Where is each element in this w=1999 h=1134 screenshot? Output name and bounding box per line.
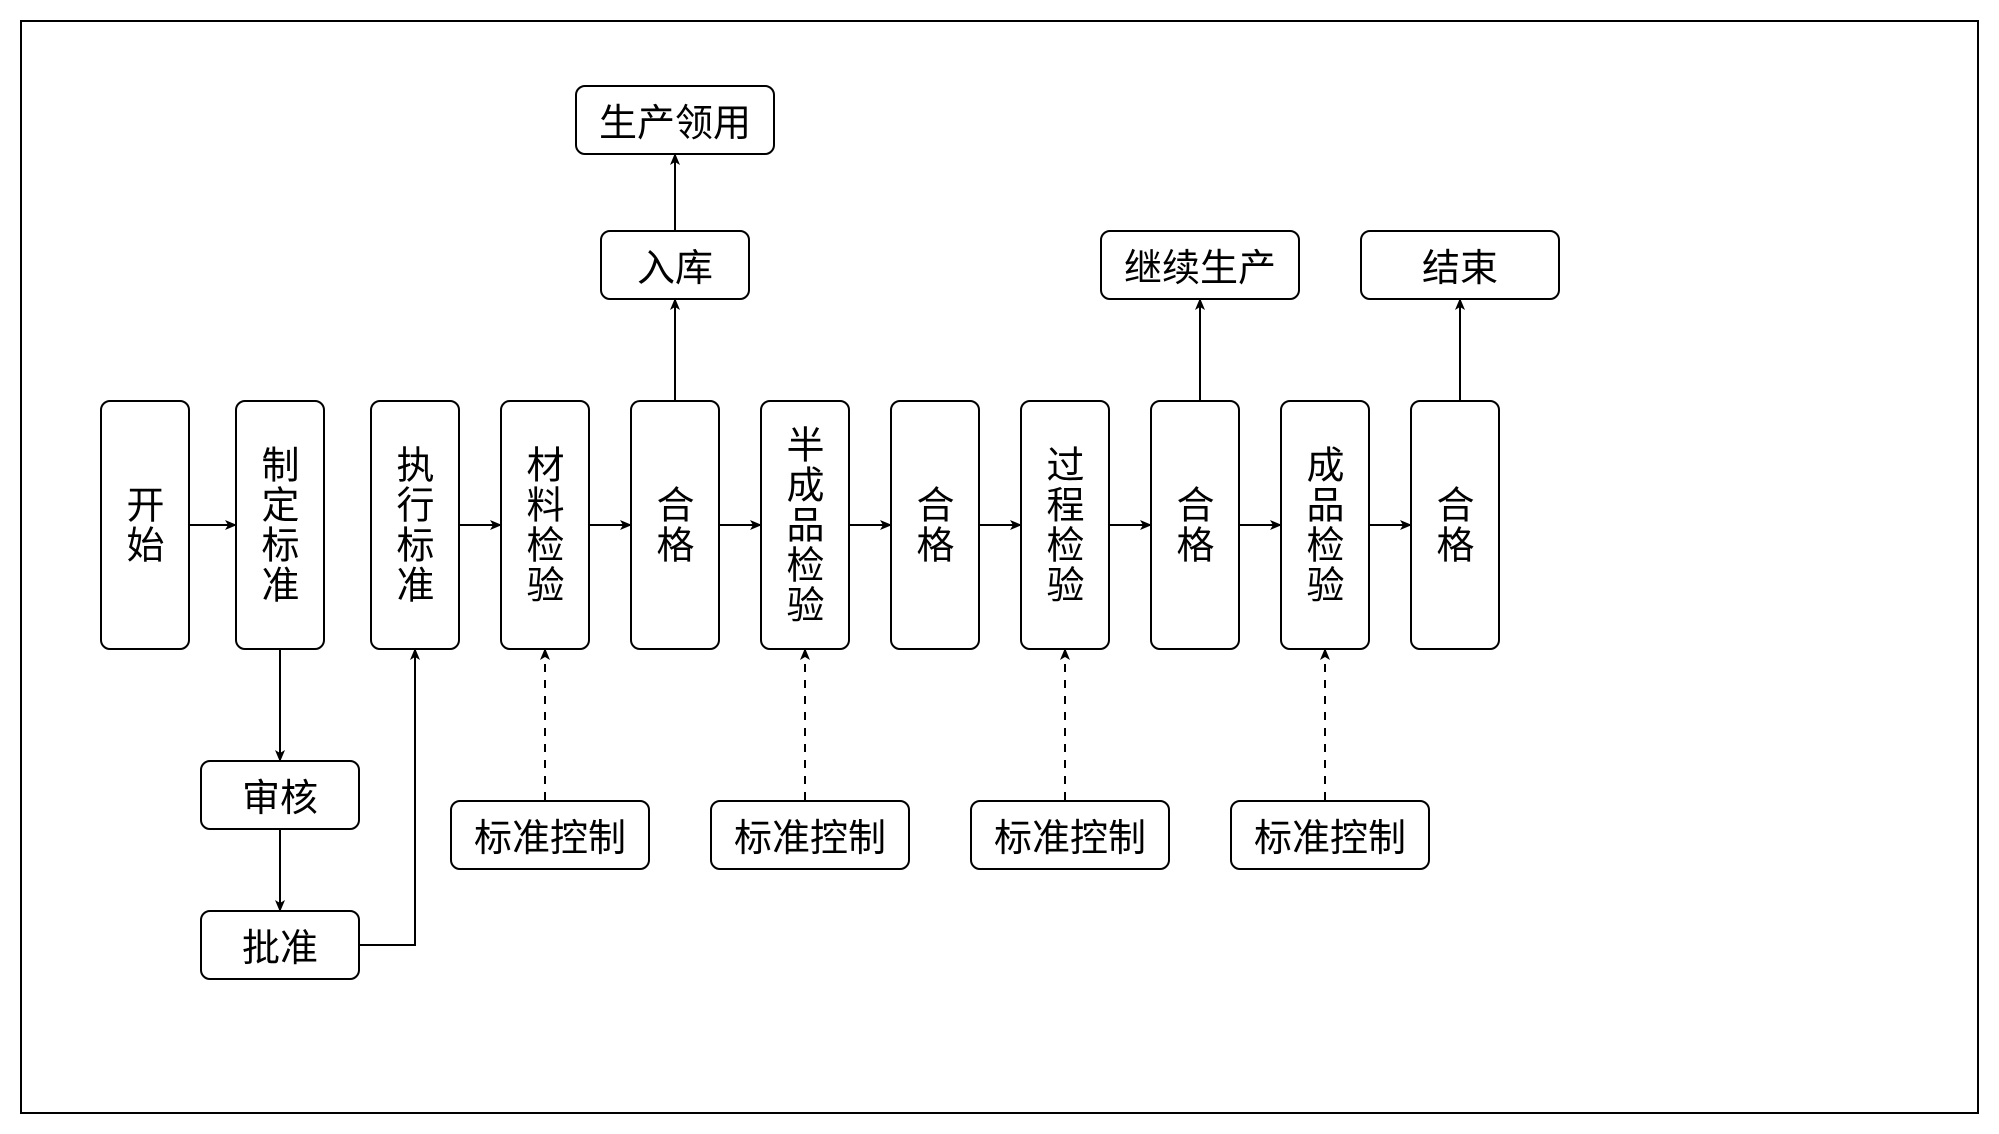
node-pass3: 合格: [1150, 400, 1240, 650]
node-label-std_ctrl2: 标准控制: [734, 815, 886, 855]
node-final_insp: 成品检验: [1280, 400, 1370, 650]
node-label-pass1: 合格: [655, 485, 695, 565]
node-std_ctrl4: 标准控制: [1230, 800, 1430, 870]
node-label-prod_use: 生产领用: [599, 100, 751, 140]
node-end: 结束: [1360, 230, 1560, 300]
node-pass2: 合格: [890, 400, 980, 650]
node-label-start: 开始: [125, 485, 165, 565]
node-label-review: 审核: [242, 775, 318, 815]
node-label-in_stock: 入库: [637, 245, 713, 285]
node-label-proc_insp: 过程检验: [1045, 445, 1085, 605]
node-label-cont_prod: 继续生产: [1124, 245, 1276, 285]
node-std_ctrl2: 标准控制: [710, 800, 910, 870]
node-in_stock: 入库: [600, 230, 750, 300]
node-exec_std: 执行标准: [370, 400, 460, 650]
node-label-end: 结束: [1422, 245, 1498, 285]
node-semi_insp: 半成品检验: [760, 400, 850, 650]
node-label-std_ctrl1: 标准控制: [474, 815, 626, 855]
node-review: 审核: [200, 760, 360, 830]
node-std_ctrl3: 标准控制: [970, 800, 1170, 870]
node-pass4: 合格: [1410, 400, 1500, 650]
node-set_std: 制定标准: [235, 400, 325, 650]
node-label-approve: 批准: [242, 925, 318, 965]
node-label-pass4: 合格: [1435, 485, 1475, 565]
node-std_ctrl1: 标准控制: [450, 800, 650, 870]
node-label-pass2: 合格: [915, 485, 955, 565]
node-mat_insp: 材料检验: [500, 400, 590, 650]
node-label-final_insp: 成品检验: [1305, 445, 1345, 605]
node-label-pass3: 合格: [1175, 485, 1215, 565]
node-label-mat_insp: 材料检验: [525, 445, 565, 605]
node-prod_use: 生产领用: [575, 85, 775, 155]
node-cont_prod: 继续生产: [1100, 230, 1300, 300]
node-start: 开始: [100, 400, 190, 650]
node-label-semi_insp: 半成品检验: [785, 425, 825, 625]
node-label-set_std: 制定标准: [260, 445, 300, 605]
node-proc_insp: 过程检验: [1020, 400, 1110, 650]
node-approve: 批准: [200, 910, 360, 980]
node-label-std_ctrl3: 标准控制: [994, 815, 1146, 855]
node-pass1: 合格: [630, 400, 720, 650]
node-label-exec_std: 执行标准: [395, 445, 435, 605]
node-label-std_ctrl4: 标准控制: [1254, 815, 1406, 855]
